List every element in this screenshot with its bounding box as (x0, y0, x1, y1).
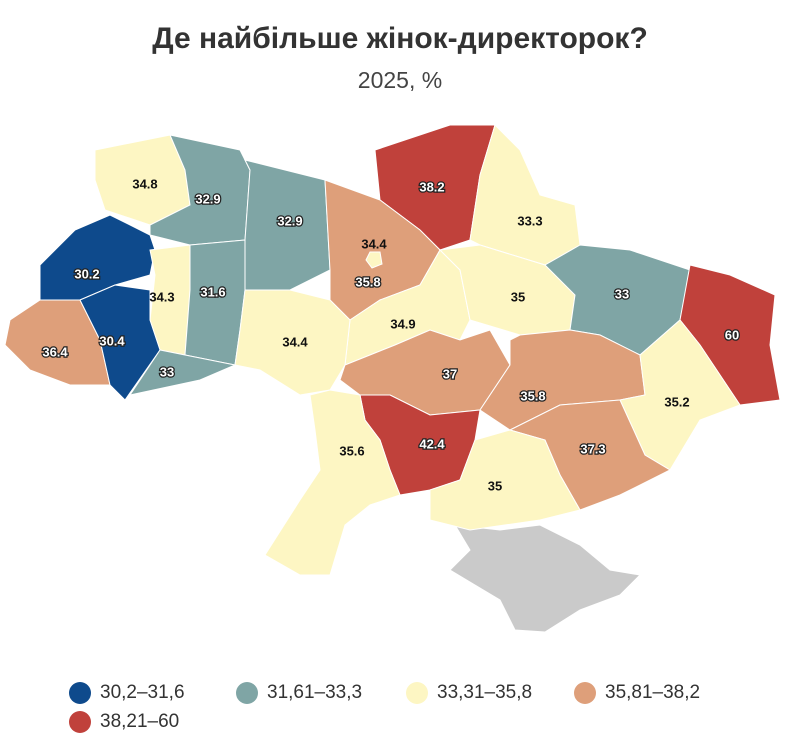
legend-swatch (406, 682, 428, 704)
region-label: 31.6 (200, 284, 225, 299)
legend-label: 35,81–38,2 (605, 682, 700, 703)
legend-swatch (69, 682, 91, 704)
region-label: 42.4 (419, 436, 445, 451)
region-label: 60 (725, 327, 739, 342)
region-label: 35.6 (339, 443, 364, 458)
region-label: 35.8 (520, 388, 545, 403)
region (365, 251, 383, 269)
region-label: 37.3 (580, 441, 605, 456)
region-label: 35 (511, 289, 525, 304)
region-label: 34.3 (149, 289, 174, 304)
region (128, 349, 237, 396)
region-label: 34.9 (390, 316, 415, 331)
legend-label: 30,2–31,6 (100, 682, 185, 703)
region-label: 30.2 (74, 266, 99, 281)
region-label: 32.9 (277, 213, 302, 228)
region-label: 34.8 (132, 176, 157, 191)
legend-label: 33,31–35,8 (437, 682, 532, 703)
region-label: 34.4 (361, 236, 387, 251)
legend-label: 31,61–33,3 (267, 682, 362, 703)
region (264, 389, 401, 576)
region-label: 38.2 (419, 179, 444, 194)
region (184, 239, 246, 366)
region-label: 35 (488, 478, 502, 493)
crimea (449, 524, 642, 633)
legend-label: 38,21–60 (100, 711, 179, 732)
region-label: 33 (615, 286, 629, 301)
region-label: 35.2 (664, 394, 689, 409)
region-label: 37 (443, 366, 457, 381)
legend-swatch (574, 682, 596, 704)
region-label: 30.4 (99, 333, 125, 348)
regions (4, 124, 781, 576)
legend-swatch (69, 711, 91, 733)
region-label: 32.9 (195, 191, 220, 206)
legend: 30,2–31,6 31,61–33,3 33,31–35,8 35,81–38,2 3… (69, 682, 700, 733)
legend-swatch (236, 682, 258, 704)
region-label: 34.4 (282, 334, 308, 349)
region-label: 35.8 (355, 274, 380, 289)
region (39, 214, 156, 301)
labels: 34.8 32.9 32.9 38.2 35.8 34.4 33.3 30.2 34.3 31.6… (41, 176, 740, 493)
region-label: 33.3 (517, 213, 542, 228)
map-title: Де найбільше жінок-директорок? (152, 22, 648, 55)
region (619, 319, 741, 471)
region (429, 429, 581, 531)
region-label: 33 (160, 364, 174, 379)
map-subtitle: 2025, % (358, 67, 442, 93)
region-label: 36.4 (42, 344, 68, 359)
